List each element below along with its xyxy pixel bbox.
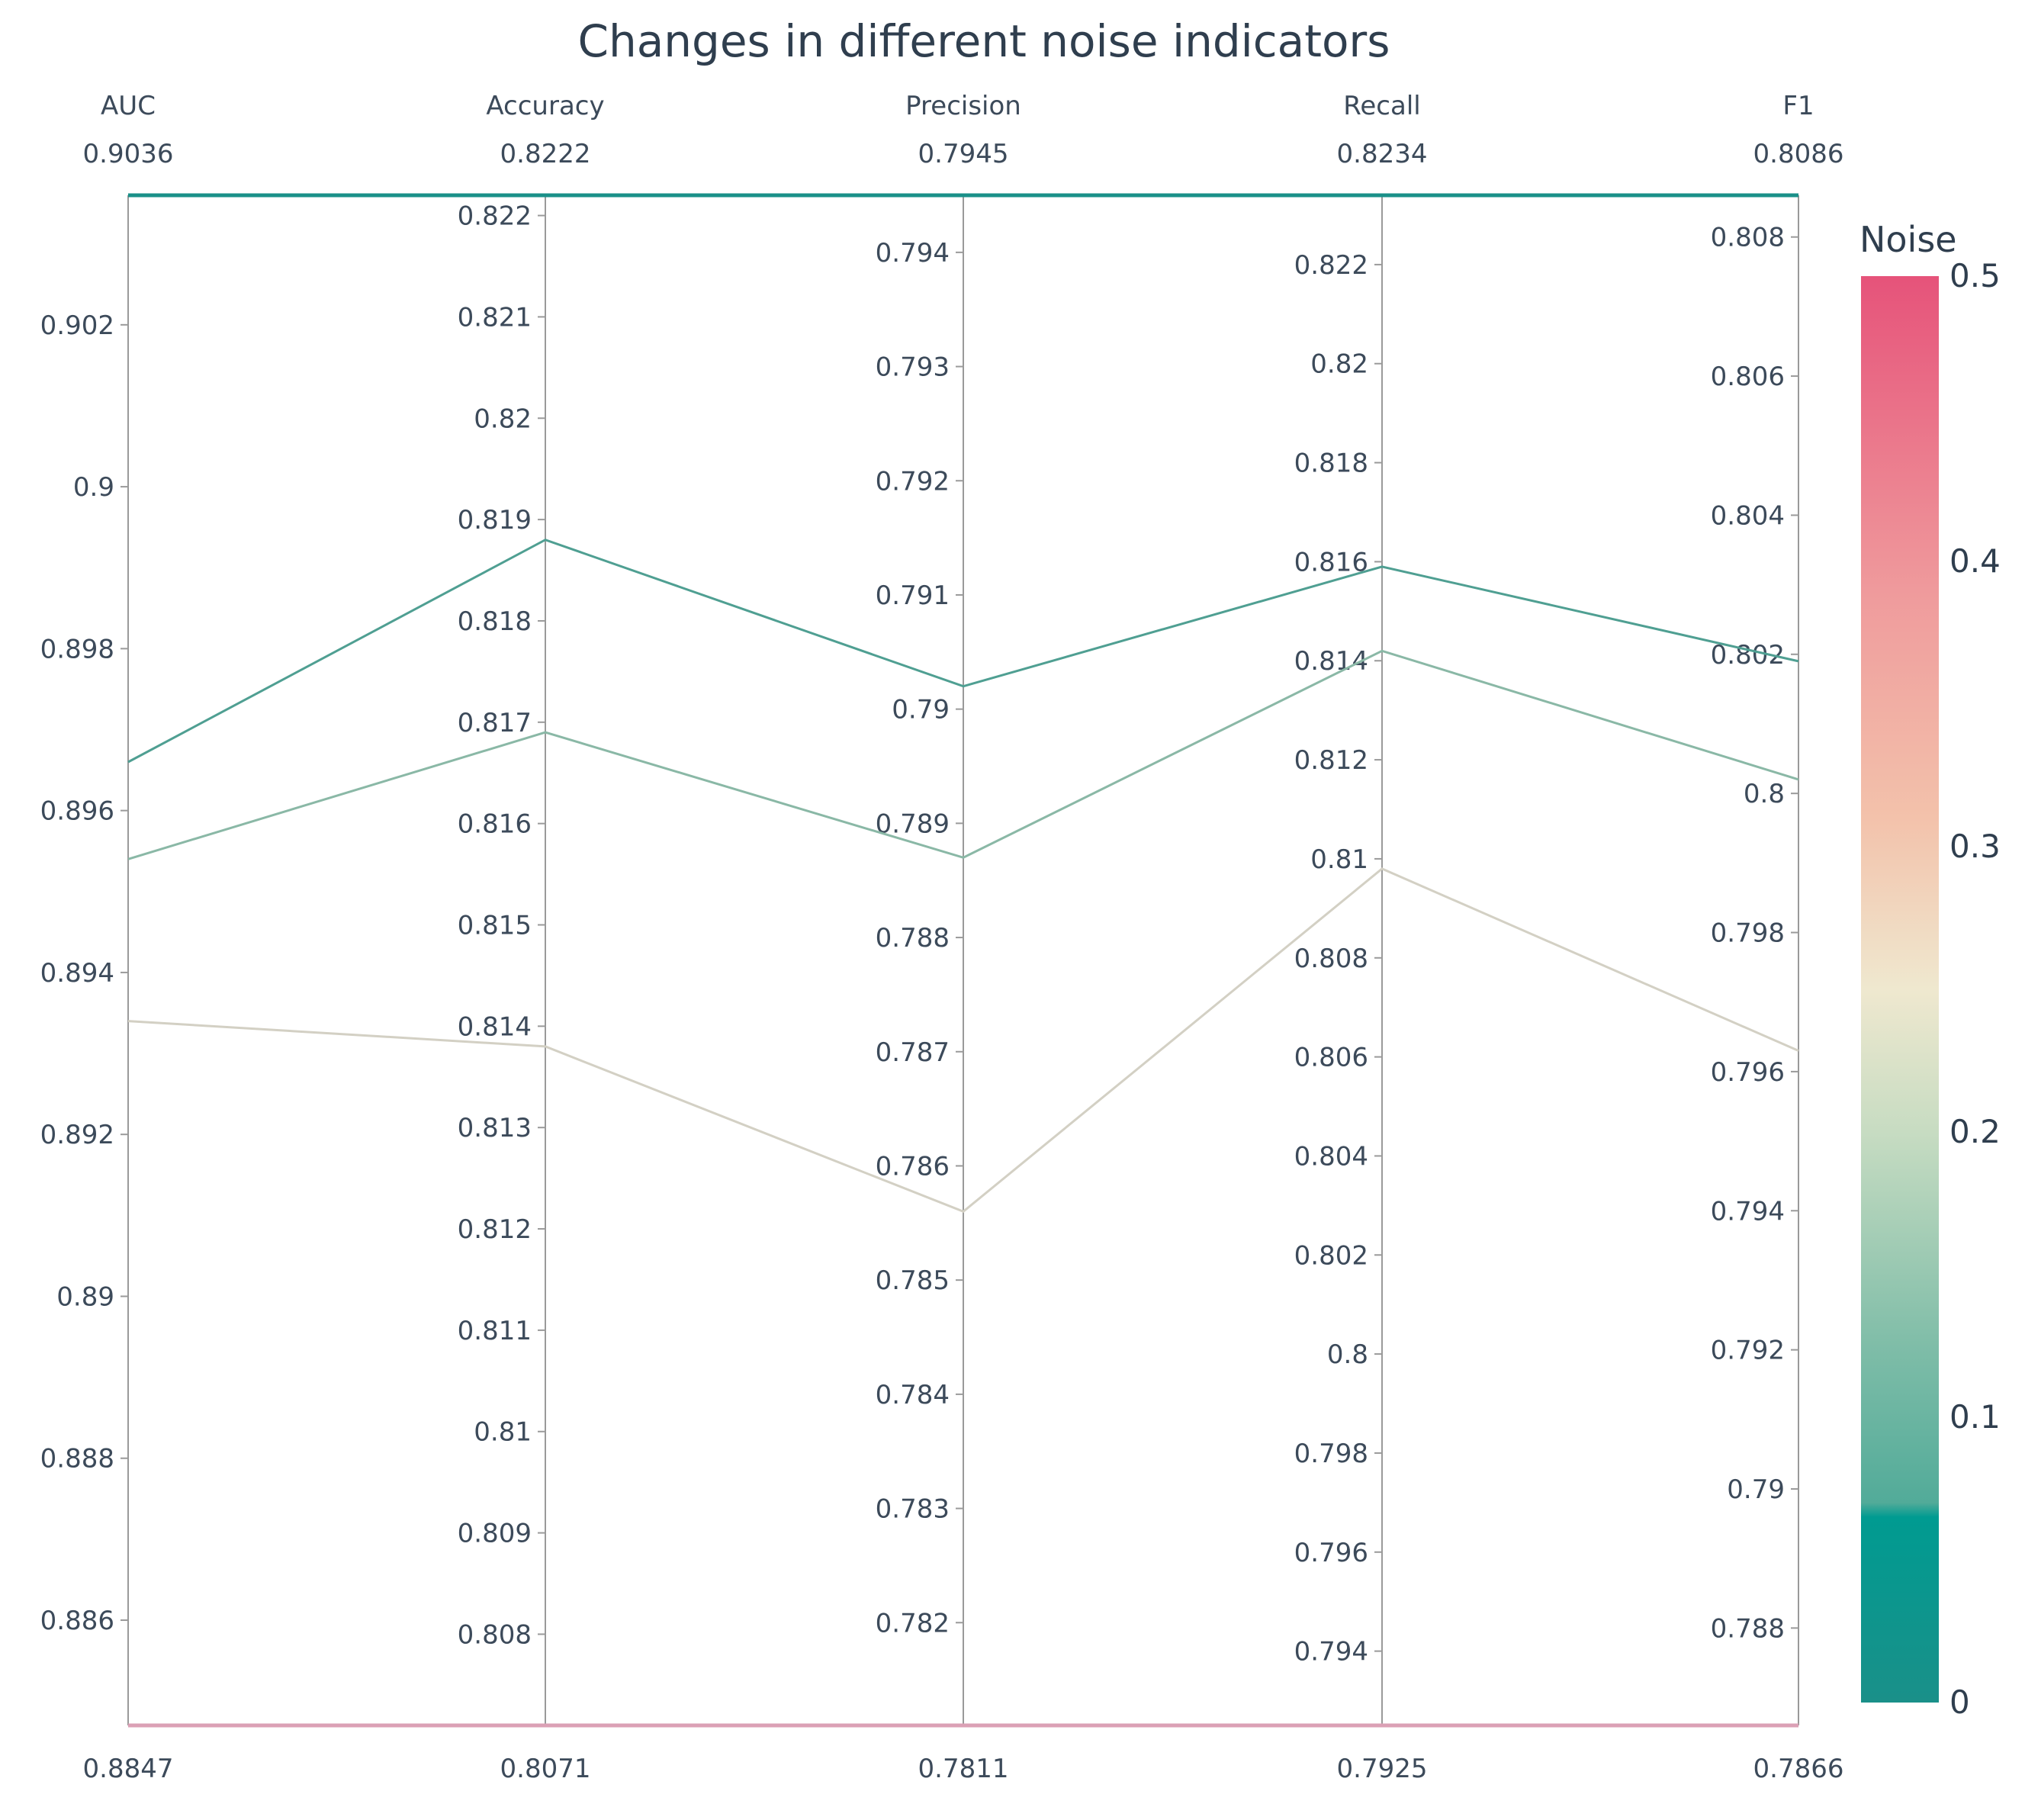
axis-tick-label: 0.785	[876, 1265, 950, 1296]
axis-tick-label: 0.816	[1294, 547, 1368, 577]
noise-line-0-2	[127, 649, 1799, 860]
axis-max-label: 0.9036	[83, 139, 174, 169]
axis-tick-label: 0.784	[876, 1380, 950, 1410]
axis-label: AUC	[101, 91, 156, 121]
axis-tick-label: 0.813	[458, 1113, 532, 1143]
axis-tick-label: 0.808	[1294, 944, 1368, 974]
axis-tick-label: 0.902	[40, 310, 114, 341]
axis-tick-label: 0.79	[1727, 1474, 1785, 1505]
axis-tick-label: 0.892	[40, 1120, 114, 1150]
axis-label: Accuracy	[486, 91, 604, 121]
axis-tick-label: 0.898	[40, 634, 114, 664]
axis-tick-label: 0.815	[458, 911, 532, 941]
axis-tick-label: 0.818	[458, 606, 532, 637]
axis-tick-label: 0.786	[876, 1151, 950, 1182]
axis-max-label: 0.8234	[1337, 139, 1428, 169]
axis-tick-label: 0.822	[458, 201, 532, 232]
axis-tick-label: 0.894	[40, 958, 114, 989]
colorbar-tick-label: 0.2	[1949, 1113, 2001, 1150]
axis-tick-label: 0.818	[1294, 449, 1368, 479]
axis-tick-label: 0.89	[56, 1281, 114, 1312]
axis-recall: Recall 0.8234 0.7925 0.794 0.796 0.798 0.8 0.80…	[1294, 91, 1428, 1784]
axis-tick-label: 0.804	[1294, 1141, 1368, 1172]
axis-min-label: 0.8071	[500, 1754, 591, 1784]
axis-tick-label: 0.812	[1294, 745, 1368, 776]
axis-tick-label: 0.814	[458, 1011, 532, 1042]
axis-tick-label: 0.81	[1310, 844, 1368, 875]
axis-tick-label: 0.804	[1711, 500, 1785, 531]
axes-layer: AUC 0.9036 0.8847 0.886 0.888 0.89 0.892 0.894 0…	[40, 91, 1844, 1784]
axis-tick-label: 0.79	[892, 695, 950, 725]
axis-tick-label: 0.8	[1327, 1339, 1368, 1370]
axis-tick-label: 0.888	[40, 1444, 114, 1474]
axis-tick-label: 0.886	[40, 1606, 114, 1636]
axis-tick-label: 0.896	[40, 796, 114, 827]
axis-label: Recall	[1343, 91, 1420, 121]
axis-tick-label: 0.783	[876, 1494, 950, 1525]
axis-tick-label: 0.794	[1294, 1637, 1368, 1667]
axis-label: Precision	[905, 91, 1021, 121]
axis-tick-label: 0.798	[1711, 918, 1785, 949]
colorbar-gradient	[1861, 276, 1939, 1703]
axis-max-label: 0.8086	[1753, 139, 1844, 169]
axis-tick-label: 0.808	[458, 1619, 532, 1650]
axis-tick-label: 0.822	[1294, 250, 1368, 281]
colorbar-tick-label: 0.4	[1949, 542, 2001, 580]
noise-colorbar: Noise 0 0.1 0.2 0.3 0.4 0.5	[1859, 219, 2001, 1721]
axis-tick-label: 0.809	[458, 1519, 532, 1549]
axis-tick-label: 0.821	[458, 302, 532, 333]
axis-f1: F1 0.8086 0.7866 0.788 0.79 0.792 0.794 0.796 0.…	[1711, 91, 1844, 1784]
axis-tick-label: 0.782	[876, 1608, 950, 1638]
colorbar-title: Noise	[1859, 219, 1957, 260]
axis-tick-label: 0.792	[1711, 1336, 1785, 1366]
axis-tick-label: 0.798	[1294, 1439, 1368, 1469]
axis-accuracy: Accuracy 0.8222 0.8071 0.808 0.809 0.81 0.811 0…	[458, 91, 605, 1784]
axis-tick-label: 0.82	[474, 404, 532, 434]
axis-tick-label: 0.817	[458, 708, 532, 738]
axis-tick-label: 0.794	[1711, 1196, 1785, 1227]
axis-tick-label: 0.794	[876, 238, 950, 268]
axis-tick-label: 0.816	[458, 809, 532, 840]
axis-tick-label: 0.808	[1711, 223, 1785, 253]
axis-min-label: 0.7925	[1337, 1754, 1428, 1784]
colorbar-tick-label: 0.5	[1949, 257, 2001, 294]
axis-tick-label: 0.788	[1711, 1613, 1785, 1644]
axis-tick-label: 0.806	[1711, 362, 1785, 392]
axis-tick-label: 0.9	[73, 472, 114, 503]
colorbar-tick-label: 0.1	[1949, 1398, 2001, 1436]
axis-tick-label: 0.793	[876, 352, 950, 383]
axis-tick-label: 0.792	[876, 466, 950, 497]
axis-min-label: 0.8847	[83, 1754, 174, 1784]
noise-line-0-1	[127, 539, 1799, 764]
data-lines	[127, 193, 1799, 1728]
axis-tick-label: 0.82	[1310, 349, 1368, 380]
axis-max-label: 0.8222	[500, 139, 591, 169]
noise-line-0-3	[127, 867, 1799, 1214]
axis-tick-label: 0.791	[876, 580, 950, 611]
axis-precision: Precision 0.7945 0.7811 0.782 0.783 0.784 0.78…	[876, 91, 1021, 1784]
axis-tick-label: 0.806	[1294, 1043, 1368, 1073]
axis-max-label: 0.7945	[918, 139, 1009, 169]
colorbar-tick-label: 0	[1949, 1683, 1970, 1721]
axis-min-label: 0.7866	[1753, 1754, 1844, 1784]
axis-tick-label: 0.819	[458, 505, 532, 535]
axis-tick-label: 0.8	[1744, 779, 1785, 809]
axis-tick-label: 0.812	[458, 1214, 532, 1245]
axis-tick-label: 0.796	[1294, 1538, 1368, 1568]
axis-tick-label: 0.802	[1294, 1240, 1368, 1271]
axis-auc: AUC 0.9036 0.8847 0.886 0.888 0.89 0.892 0.894 0…	[40, 91, 174, 1784]
axis-tick-label: 0.787	[876, 1037, 950, 1068]
axis-tick-label: 0.788	[876, 923, 950, 953]
axis-label: F1	[1782, 91, 1814, 121]
axis-tick-label: 0.81	[474, 1417, 532, 1448]
axis-tick-label: 0.814	[1294, 646, 1368, 677]
colorbar-ticks: 0 0.1 0.2 0.3 0.4 0.5	[1949, 257, 2001, 1721]
axis-tick-label: 0.796	[1711, 1057, 1785, 1088]
chart-title: Changes in different noise indicators	[577, 15, 1390, 67]
axis-tick-label: 0.811	[458, 1316, 532, 1346]
colorbar-tick-label: 0.3	[1949, 828, 2001, 865]
axis-min-label: 0.7811	[918, 1754, 1009, 1784]
